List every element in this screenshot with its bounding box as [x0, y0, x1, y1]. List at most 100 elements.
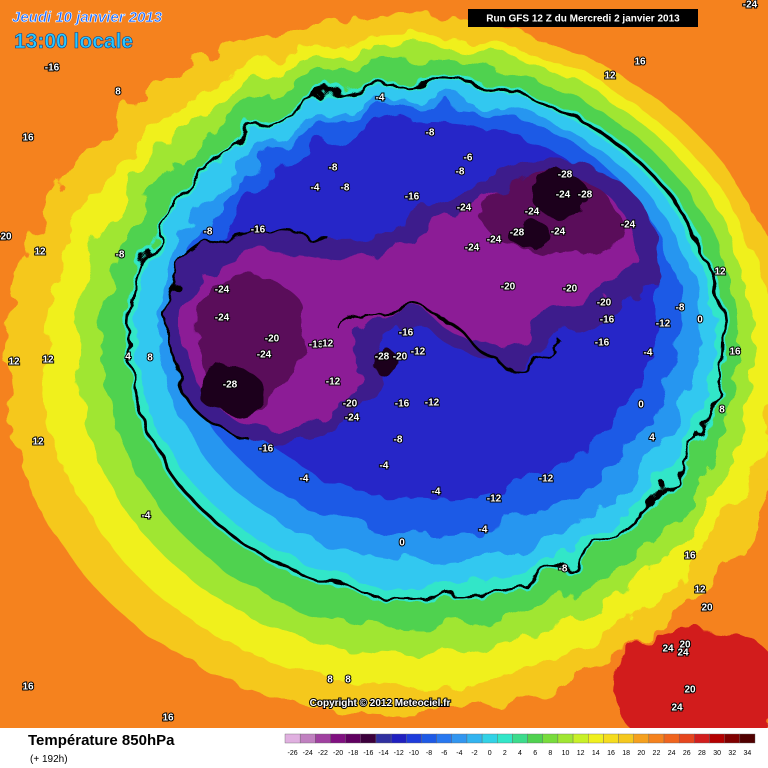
contour-label: 16 [162, 713, 174, 724]
contour [339, 307, 562, 368]
contour-label: -16 [251, 225, 266, 236]
contour-label: 12 [714, 267, 726, 278]
contour-label: 0 [638, 400, 644, 411]
forecast-hour: (+ 192h) [30, 754, 68, 765]
contour-label: -4 [479, 525, 488, 536]
scale-swatch [739, 733, 756, 744]
contour-label: 4 [649, 433, 655, 444]
contour [166, 229, 331, 442]
local-time: 13:00 locale [14, 30, 133, 53]
scale-label: 28 [698, 750, 706, 757]
contour-label: 24 [677, 648, 689, 659]
contour-label: 16 [634, 57, 646, 68]
scale-label: 18 [622, 750, 630, 757]
scale-swatch [284, 733, 301, 744]
temperature-field [0, 0, 768, 750]
contour-label: 20 [679, 640, 691, 651]
scale-label: 6 [533, 750, 537, 757]
contour-label: -16 [259, 444, 274, 455]
contour-label: -12 [656, 319, 671, 330]
contour-label: 0 [697, 315, 703, 326]
contour-label: 12 [34, 247, 46, 258]
scale-swatch [572, 733, 589, 744]
valid-date: Jeudi 10 janvier 2013 [12, 9, 163, 26]
contour-label: -20 [597, 298, 612, 309]
contour-label: -20 [563, 284, 578, 295]
contour-label: 16 [22, 133, 34, 144]
copyright: Copyright © 2012 Meteociel.fr [310, 698, 451, 709]
contour-label: -28 [375, 352, 390, 363]
scale-swatch [588, 733, 604, 744]
scale-label: 14 [592, 750, 600, 757]
contour-label: 12 [604, 71, 616, 82]
scale-label: -14 [378, 750, 388, 757]
contour-label: -8 [559, 564, 568, 575]
scale-swatch [390, 733, 407, 744]
scale-swatch [512, 733, 528, 744]
contour-label: -24 [743, 0, 758, 11]
scale-swatch [315, 733, 331, 744]
scale-swatch [466, 733, 483, 744]
contour-label: 12 [42, 355, 54, 366]
scale-label: -10 [409, 750, 419, 757]
scale-swatch [542, 733, 559, 744]
run-info: Run GFS 12 Z du Mercredi 2 janvier 2013 [486, 14, 680, 25]
scale-swatch [436, 733, 452, 744]
contour-label: 4 [125, 352, 131, 363]
contour-label: -16 [595, 338, 610, 349]
scale-swatch [406, 733, 422, 744]
contour-label: -24 [457, 203, 472, 214]
contour-label: -6 [464, 153, 473, 164]
scale-swatch [330, 733, 346, 744]
contour-label: 16 [729, 347, 741, 358]
scale-swatch [618, 733, 634, 744]
scale-label: -8 [426, 750, 432, 757]
scale-swatch [633, 733, 650, 744]
scale-label: 0 [488, 750, 492, 757]
contour-label: -24 [525, 207, 540, 218]
scale-swatch [360, 733, 377, 744]
scale-label: 30 [713, 750, 721, 757]
zero-contour [127, 80, 723, 600]
contour-label: -24 [215, 313, 230, 324]
contour-label: -24 [556, 190, 571, 201]
color-scale: -26 -24 -22 -20 -18 -16 -14 -12 -10 -8 -6 -4 -2 0 2 4 6 8… [284, 733, 756, 757]
scale-label: -2 [471, 750, 477, 757]
field-name: Température 850hPa [28, 732, 175, 749]
run-banner [468, 9, 698, 27]
contour-label: -20 [265, 334, 280, 345]
contour-label: -4 [376, 93, 385, 104]
contour-label: -28 [223, 380, 238, 391]
scale-swatch [603, 733, 619, 744]
contour-label: -12 [539, 474, 554, 485]
scale-swatch [527, 733, 543, 744]
contour-label: 8 [719, 405, 725, 416]
contour-label: 8 [147, 353, 153, 364]
contour-label: -28 [510, 228, 525, 239]
scale-swatch [678, 733, 695, 744]
scale-label: -22 [318, 750, 328, 757]
contour-label: -24 [215, 285, 230, 296]
contour-label: -16 [399, 328, 414, 339]
scale-label: 12 [577, 750, 585, 757]
contour-label: -16 [309, 340, 324, 351]
contour-label: -12 [411, 347, 426, 358]
contour-label: 8 [115, 87, 121, 98]
scale-label: 4 [518, 750, 522, 757]
scale-label: 34 [744, 750, 752, 757]
contour-label: -4 [311, 183, 320, 194]
contour-label: -8 [204, 227, 213, 238]
contour-label: -4 [380, 461, 389, 472]
scale-label: 24 [668, 750, 676, 757]
scale-swatch [648, 733, 665, 744]
contour-label: -20 [501, 282, 516, 293]
scale-label: 26 [683, 750, 691, 757]
contour-label: -8 [329, 163, 338, 174]
contour-label: -24 [257, 350, 272, 361]
contour-label: -16 [395, 399, 410, 410]
contour-label: -16 [600, 315, 615, 326]
scale-label: 20 [637, 750, 645, 757]
contour-label: -20 [393, 352, 408, 363]
contour-label: 12 [8, 357, 20, 368]
